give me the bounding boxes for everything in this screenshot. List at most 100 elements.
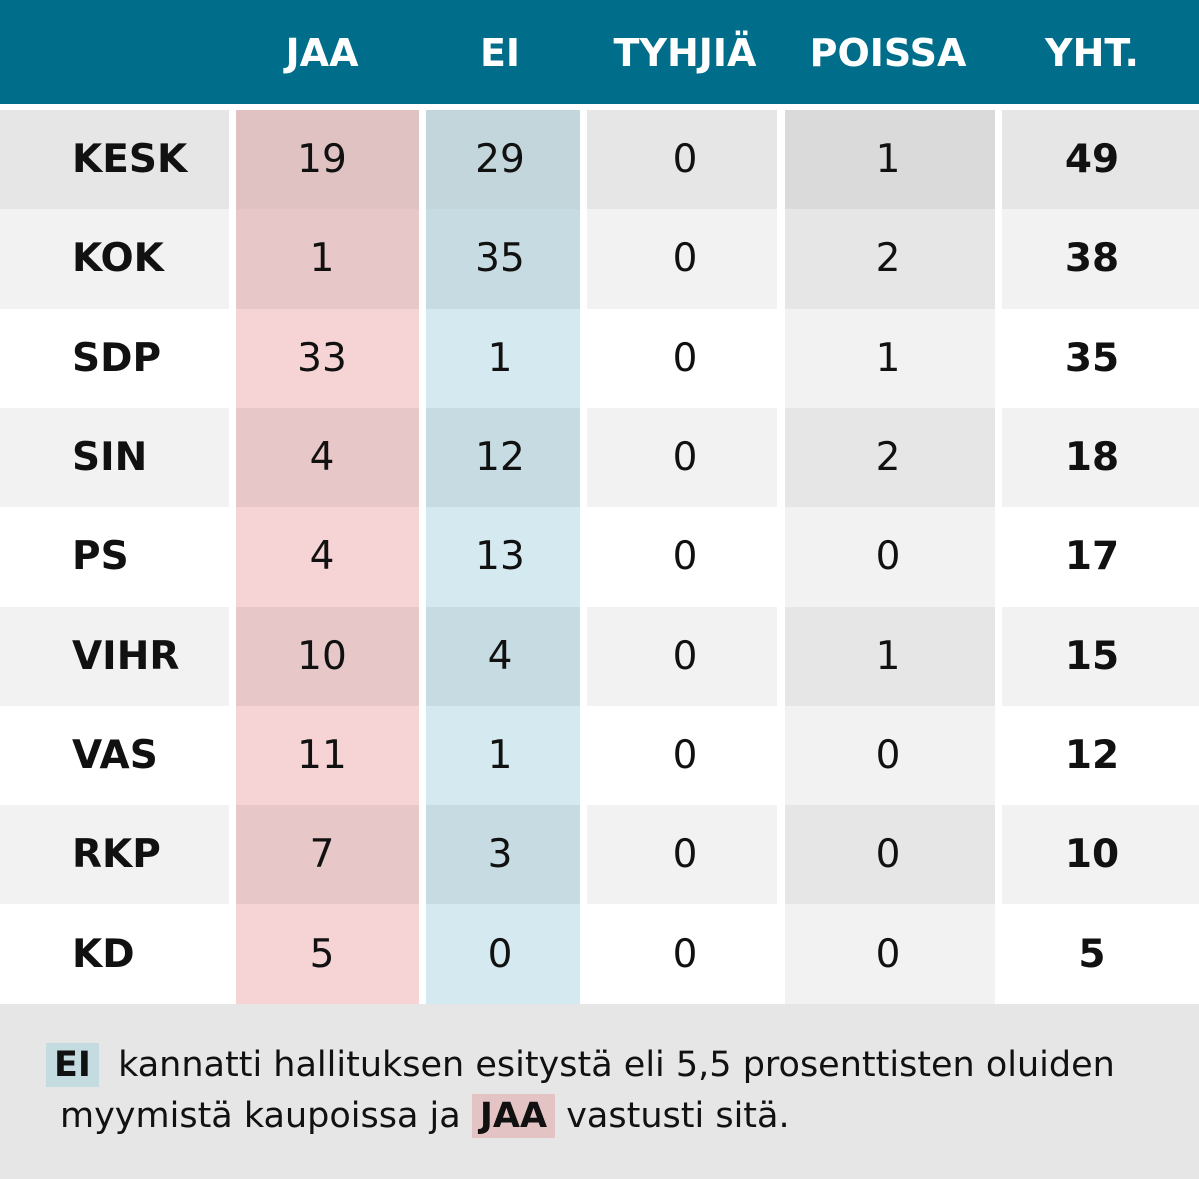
cell-jaa-vas: 11 bbox=[297, 732, 347, 778]
cell-bg bbox=[426, 110, 580, 210]
cell-bg bbox=[1002, 507, 1199, 608]
cell-bg bbox=[236, 308, 419, 409]
cell-bg bbox=[587, 705, 777, 806]
party-label-kok: KOK bbox=[72, 236, 164, 282]
cell-jaa-sin: 4 bbox=[309, 435, 335, 481]
cell-bg bbox=[0, 308, 229, 409]
column-header-tyhjiä: TYHJIÄ bbox=[613, 31, 757, 75]
cell-bg bbox=[1002, 705, 1199, 806]
cell-poissa-ps: 0 bbox=[875, 534, 901, 580]
cell-tyhjiä-sdp: 0 bbox=[672, 335, 698, 381]
cell-tyhjiä-ps: 0 bbox=[672, 534, 698, 580]
cell-bg bbox=[236, 507, 419, 608]
cell-bg bbox=[426, 805, 580, 906]
cell-poissa-sin: 2 bbox=[875, 435, 901, 481]
legend-text-1: kannatti hallituksen esitystä eli 5,5 pr… bbox=[60, 1045, 1115, 1136]
cell-bg bbox=[426, 705, 580, 806]
cell-bg bbox=[236, 407, 419, 508]
cell-bg bbox=[236, 805, 419, 906]
cell-bg bbox=[1002, 805, 1199, 906]
cell-jaa-kesk: 19 bbox=[297, 137, 347, 183]
column-header-jaa: JAA bbox=[285, 31, 359, 75]
legend-text-2: vastusti sitä. bbox=[566, 1096, 790, 1136]
party-label-sin: SIN bbox=[72, 435, 148, 481]
cell-bg bbox=[587, 308, 777, 409]
cell-bg bbox=[426, 904, 580, 1005]
cell-bg bbox=[426, 308, 580, 409]
cell-bg bbox=[587, 407, 777, 508]
cell-yht-kd: 5 bbox=[1078, 931, 1106, 977]
party-label-kd: KD bbox=[72, 931, 135, 977]
cell-ei-vas: 1 bbox=[487, 732, 513, 778]
cell-bg bbox=[426, 507, 580, 608]
party-label-sdp: SDP bbox=[72, 335, 162, 381]
vote-table: KESK 19 29 0 1 49 KOK 1 35 0 2 38 SDP 33 1 0 1 35 SIN 4 12 0 2… bbox=[0, 110, 1199, 1005]
cell-bg bbox=[236, 606, 419, 707]
cell-tyhjiä-kok: 0 bbox=[672, 236, 698, 282]
cell-ei-rkp: 3 bbox=[487, 832, 513, 878]
cell-bg bbox=[587, 606, 777, 707]
cell-bg bbox=[0, 507, 229, 608]
cell-bg bbox=[1002, 110, 1199, 210]
cell-poissa-sdp: 1 bbox=[875, 335, 901, 381]
cell-jaa-ps: 4 bbox=[309, 534, 335, 580]
cell-bg bbox=[236, 209, 419, 310]
cell-bg bbox=[1002, 904, 1199, 1005]
cell-ei-kok: 35 bbox=[475, 236, 525, 282]
cell-bg bbox=[785, 507, 995, 608]
cell-bg bbox=[426, 606, 580, 707]
cell-bg bbox=[785, 904, 995, 1005]
cell-ei-ps: 13 bbox=[475, 534, 525, 580]
cell-ei-kesk: 29 bbox=[475, 137, 525, 183]
cell-bg bbox=[1002, 209, 1199, 310]
legend-text: EI kannatti hallituksen esitystä eli 5,5… bbox=[46, 1040, 1170, 1142]
cell-bg bbox=[0, 606, 229, 707]
table-header: JAA EI TYHJIÄ POISSA YHT. bbox=[0, 0, 1199, 104]
cell-tyhjiä-kesk: 0 bbox=[672, 137, 698, 183]
cell-yht-kesk: 49 bbox=[1064, 137, 1120, 183]
column-header-ei: EI bbox=[479, 31, 521, 75]
cell-bg bbox=[587, 805, 777, 906]
party-label-ps: PS bbox=[72, 534, 129, 580]
cell-ei-sin: 12 bbox=[475, 435, 525, 481]
cell-bg bbox=[587, 209, 777, 310]
cell-bg bbox=[236, 904, 419, 1005]
cell-jaa-rkp: 7 bbox=[309, 832, 335, 878]
cell-bg bbox=[0, 904, 229, 1005]
cell-jaa-kd: 5 bbox=[309, 931, 335, 977]
footer-note: EI kannatti hallituksen esitystä eli 5,5… bbox=[0, 1004, 1199, 1179]
cell-bg bbox=[0, 407, 229, 508]
cell-bg bbox=[587, 507, 777, 608]
cell-ei-vihr: 4 bbox=[487, 633, 513, 679]
cell-bg bbox=[785, 209, 995, 310]
cell-poissa-rkp: 0 bbox=[875, 832, 901, 878]
column-header-yht: YHT. bbox=[1045, 31, 1139, 75]
cell-bg bbox=[785, 705, 995, 806]
cell-poissa-kok: 2 bbox=[875, 236, 901, 282]
cell-tyhjiä-sin: 0 bbox=[672, 435, 698, 481]
cell-jaa-vihr: 10 bbox=[297, 633, 347, 679]
cell-bg bbox=[785, 308, 995, 409]
cell-ei-sdp: 1 bbox=[487, 335, 513, 381]
cell-bg bbox=[1002, 407, 1199, 508]
cell-poissa-kesk: 1 bbox=[875, 137, 901, 183]
party-label-rkp: RKP bbox=[72, 832, 161, 878]
cell-poissa-kd: 0 bbox=[875, 931, 901, 977]
cell-poissa-vihr: 1 bbox=[875, 633, 901, 679]
cell-yht-sin: 18 bbox=[1064, 435, 1120, 481]
party-label-vihr: VIHR bbox=[72, 633, 180, 679]
party-label-vas: VAS bbox=[72, 732, 158, 778]
cell-jaa-kok: 1 bbox=[309, 236, 335, 282]
column-header-poissa: POISSA bbox=[809, 31, 967, 75]
cell-poissa-vas: 0 bbox=[875, 732, 901, 778]
cell-bg bbox=[236, 705, 419, 806]
cell-bg bbox=[785, 606, 995, 707]
cell-bg bbox=[1002, 606, 1199, 707]
cell-yht-rkp: 10 bbox=[1064, 832, 1120, 878]
cell-bg bbox=[587, 904, 777, 1005]
cell-bg bbox=[426, 209, 580, 310]
cell-bg bbox=[236, 110, 419, 210]
cell-jaa-sdp: 33 bbox=[297, 335, 347, 381]
cell-tyhjiä-vas: 0 bbox=[672, 732, 698, 778]
cell-bg bbox=[785, 407, 995, 508]
